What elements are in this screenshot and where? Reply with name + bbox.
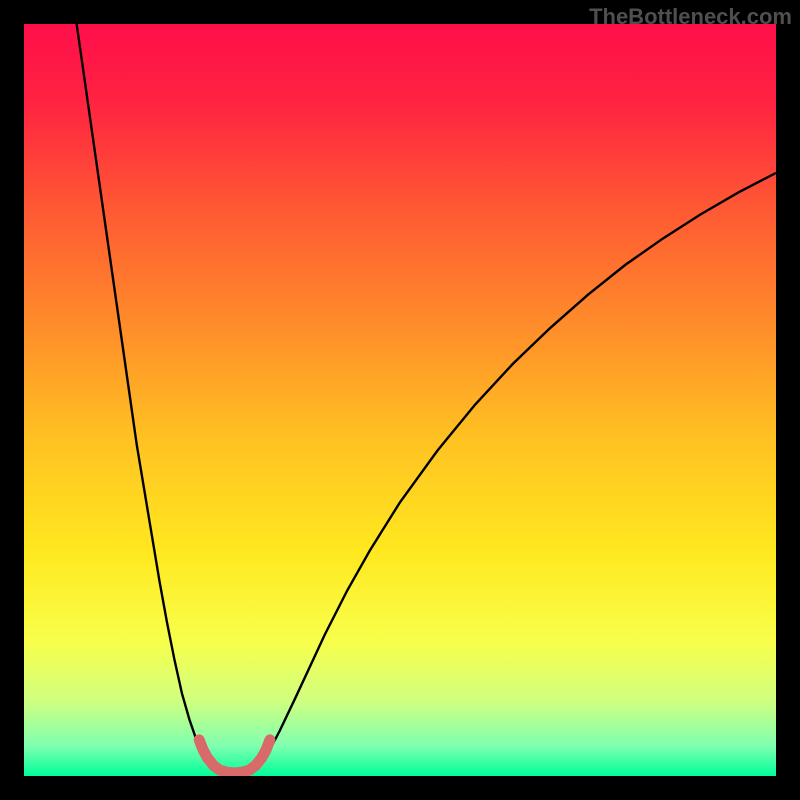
chart-background [24,24,776,776]
chart-plot-area [24,24,776,776]
watermark-text: TheBottleneck.com [589,4,792,30]
chart-svg [24,24,776,776]
